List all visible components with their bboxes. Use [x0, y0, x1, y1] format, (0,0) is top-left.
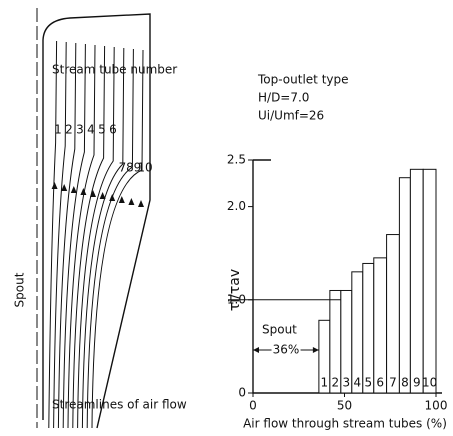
x-tick-label: 0 — [249, 399, 257, 413]
tube-number: 4 — [87, 123, 95, 137]
y-axis-label: τi/τav — [227, 269, 243, 311]
x-tick-label: 50 — [337, 399, 352, 413]
arrow — [80, 188, 87, 195]
x-axis-label: Air flow through stream tubes (%) — [243, 417, 447, 431]
spout-label: Spout — [13, 272, 27, 307]
chart-subtitle: H/D=7.0 — [258, 91, 309, 105]
streamline — [77, 46, 115, 429]
bar-label: 9 — [413, 376, 421, 390]
annotation: Spout — [262, 323, 297, 337]
arrow — [61, 184, 68, 191]
streamline — [81, 47, 125, 429]
tube-number: 5 — [98, 123, 106, 137]
bar-label: 8 — [401, 376, 409, 390]
tube-number: 9 — [134, 161, 142, 175]
caption: Streamlines of air flow — [52, 398, 187, 412]
bar-label: 5 — [364, 376, 372, 390]
bar-label: 3 — [343, 376, 351, 390]
y-tick-label: 0 — [238, 386, 246, 400]
streamlines: 1 2 3 4 5 67 8 910 — [48, 40, 153, 429]
y-tick-label: 2.0 — [227, 199, 246, 213]
vessel-diagram: 1 2 3 4 5 67 8 910 Stream tube number Spout Str… — [13, 8, 187, 429]
arrow — [99, 192, 106, 199]
streamline — [91, 49, 144, 429]
streamline — [86, 48, 134, 429]
arrow — [138, 200, 144, 207]
bar-label: 10 — [422, 376, 437, 390]
span-label: 36% — [273, 343, 300, 357]
arrow — [51, 182, 58, 189]
bar — [373, 257, 388, 394]
bar-label: 7 — [389, 376, 397, 390]
streamline — [72, 45, 106, 429]
bar — [386, 234, 400, 394]
streamline — [53, 41, 67, 429]
arrow — [118, 196, 125, 203]
tube-number: 8 — [126, 161, 134, 175]
bar — [362, 262, 375, 394]
x-tick-label: 100 — [425, 399, 448, 413]
vessel-wall — [42, 13, 151, 429]
arrow — [70, 186, 77, 193]
tube-number: 7 — [119, 161, 127, 175]
bar-label: 1 — [321, 376, 329, 390]
chart-title: Top-outlet type — [257, 73, 349, 87]
streamline — [57, 42, 77, 429]
bar — [398, 177, 411, 394]
streamline — [67, 44, 96, 429]
y-tick-label: 2.5 — [227, 153, 246, 167]
tube-number: 1 — [54, 123, 62, 137]
stream-tube-label: Stream tube number — [52, 63, 177, 77]
arrow — [128, 198, 135, 205]
streamline — [48, 40, 58, 429]
bar — [422, 168, 437, 394]
bar-label: 4 — [353, 376, 361, 390]
tube-number: 10 — [137, 161, 152, 175]
chart-subtitle: Ui/Umf=26 — [258, 109, 324, 123]
tube-number: 3 — [76, 123, 84, 137]
tube-number: 2 — [65, 123, 73, 137]
bar-label: 6 — [376, 376, 384, 390]
bar-label: 2 — [332, 376, 340, 390]
bar — [409, 168, 424, 394]
streamline — [62, 43, 86, 429]
